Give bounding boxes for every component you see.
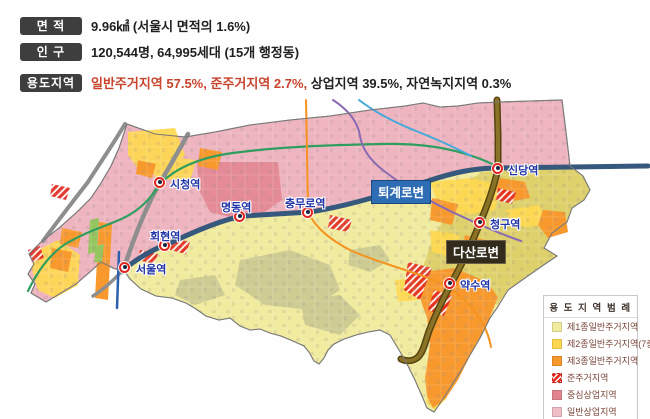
station-label: 충무로역 xyxy=(285,198,326,210)
legend-label: 준주거지역 xyxy=(567,373,609,383)
subway-line-orange xyxy=(305,99,492,348)
station-label: 회현역 xyxy=(150,231,181,243)
zoning-badge: 용도지역 xyxy=(20,73,82,92)
subway-station-icon xyxy=(159,240,170,251)
zoning-rest: 상업지역 39.5%, 자연녹지지역 0.3% xyxy=(307,76,512,91)
legend-label: 일반상업지역 xyxy=(567,407,617,417)
road-gray-tongil xyxy=(41,122,127,243)
subway-station-icon xyxy=(302,207,313,218)
road-label-toegyero: 퇴계로변 xyxy=(371,180,432,204)
legend-item: 일반상업지역 xyxy=(544,403,637,419)
subway-station-icon xyxy=(492,163,503,174)
legend-label: 제3종일반주거지역 xyxy=(567,356,639,366)
road-label-dasanro: 다산로변 xyxy=(446,240,507,264)
legend-swatch-residential1 xyxy=(552,321,562,332)
roads xyxy=(26,96,650,365)
subway-station-icon xyxy=(474,217,485,228)
subway-station-icon xyxy=(119,262,130,273)
legend-label: 중심상업지역 xyxy=(567,390,617,400)
subway-line-blue xyxy=(115,250,121,310)
legend-swatch-central-commercial xyxy=(552,389,562,400)
area-badge: 면 적 xyxy=(20,16,82,35)
station-label: 시청역 xyxy=(170,179,201,191)
zoning-value: 일반주거지역 57.5%, 준주거지역 2.7%, 상업지역 39.5%, 자연… xyxy=(91,73,511,92)
legend-item: 제2종일반주거지역(7층) xyxy=(544,335,650,352)
subway-station-icon xyxy=(234,211,245,222)
zoning-legend: 용 도 지 역 범 례 제1종일반주거지역 제2종일반주거지역(7층) 제3종일… xyxy=(543,295,650,419)
population-value: 120,544명, 64,995세대 (15개 행정동) xyxy=(91,45,300,60)
legend-label: 제1종일반주거지역 xyxy=(567,322,639,332)
legend-swatch-residential2 xyxy=(552,338,562,349)
road-dasanro xyxy=(399,98,500,363)
legend-item: 제1종일반주거지역 xyxy=(544,318,639,335)
station-label: 약수역 xyxy=(460,280,491,292)
street-texture-overlay xyxy=(28,100,590,412)
info-row-area: 면 적 9.96㎢ (서울시 면적의 1.6%) xyxy=(20,16,250,35)
subway-station-icon xyxy=(154,177,165,188)
info-row-zoning: 용도지역 일반주거지역 57.5%, 준주거지역 2.7%, 상업지역 39.5… xyxy=(20,73,511,92)
station-label: 서울역 xyxy=(136,264,167,276)
legend-swatch-general-commercial xyxy=(552,406,562,417)
legend-item: 중심상업지역 xyxy=(544,386,637,403)
zoning-residential-highlight: 일반주거지역 57.5%, 준주거지역 2.7%, xyxy=(91,76,308,91)
district-boundary-line xyxy=(27,99,591,413)
subway-line-cyan xyxy=(358,99,472,157)
legend-swatch-semiresidential xyxy=(552,372,562,383)
legend-title: 용 도 지 역 범 례 xyxy=(544,296,637,318)
area-value: 9.96㎢ (서울시 면적의 1.6%) xyxy=(91,19,251,34)
legend-swatch-residential3 xyxy=(552,355,562,366)
station-label: 신당역 xyxy=(508,165,539,177)
population-badge: 인 구 xyxy=(20,42,82,61)
station-label: 청구역 xyxy=(490,219,521,231)
subway-station-icon xyxy=(444,278,455,289)
rail-line-green xyxy=(26,142,501,293)
legend-label: 제2종일반주거지역(7층) xyxy=(567,339,650,349)
station-label: 명동역 xyxy=(221,202,252,214)
info-row-population: 인 구 120,544명, 64,995세대 (15개 행정동) xyxy=(20,42,299,61)
legend-item: 제3종일반주거지역 xyxy=(544,352,639,369)
legend-item: 준주거지역 xyxy=(544,369,637,386)
